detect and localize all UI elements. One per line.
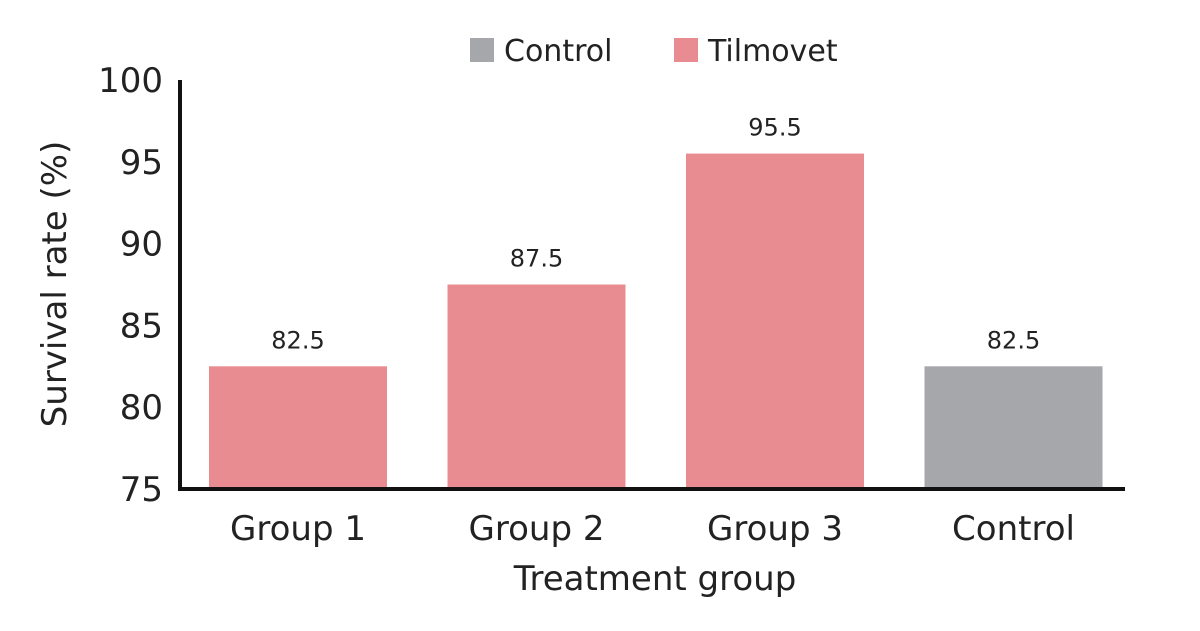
y-tick-label: 100	[98, 61, 163, 101]
legend-label-tilmovet: Tilmovet	[707, 34, 838, 69]
data-label: 82.5	[271, 326, 324, 354]
y-tick-label: 95	[120, 143, 163, 183]
labels: 82.5 Group 1 87.5 Group 2 95.5 Group 3 82.5 Con…	[35, 114, 1075, 599]
data-label: 95.5	[748, 114, 801, 142]
legend-label-control: Control	[504, 34, 612, 69]
y-tick-label: 85	[120, 306, 163, 346]
legend: Control Tilmovet	[470, 34, 838, 69]
x-tick-label: Group 3	[707, 509, 843, 549]
bar-group-3	[686, 153, 864, 489]
bar-control	[924, 366, 1103, 489]
x-tick-label: Control	[952, 509, 1075, 549]
bar-group-2	[447, 284, 626, 489]
y-axis-title: Survival rate (%)	[35, 141, 75, 428]
x-tick-label: Group 1	[230, 509, 366, 549]
axes: 75 80 85 90 95 100	[98, 61, 1125, 510]
y-tick-label: 90	[120, 225, 163, 265]
legend-swatch-control	[470, 38, 494, 62]
data-label: 87.5	[510, 245, 563, 273]
y-tick-label: 80	[120, 388, 163, 428]
data-label: 82.5	[987, 326, 1040, 354]
x-tick-label: Group 2	[469, 509, 605, 549]
y-tick-label: 75	[120, 470, 163, 510]
x-axis-title: Treatment group	[513, 559, 797, 599]
legend-swatch-tilmovet	[674, 38, 698, 62]
bar-group-1	[209, 366, 387, 489]
bars	[209, 153, 1103, 489]
